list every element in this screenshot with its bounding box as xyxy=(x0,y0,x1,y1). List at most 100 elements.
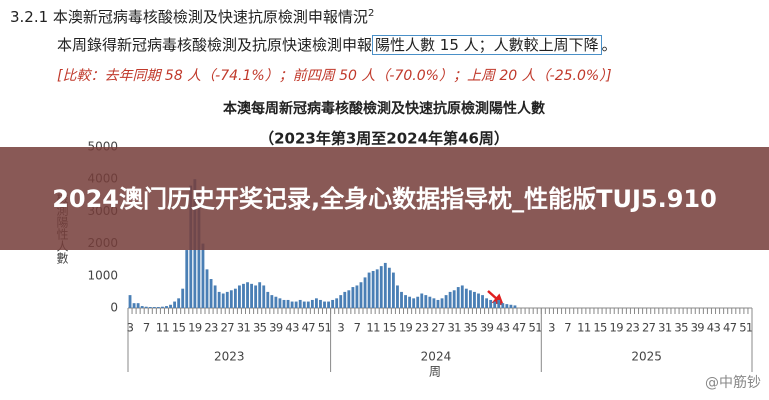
bar xyxy=(152,307,156,308)
bar xyxy=(144,306,148,308)
bar xyxy=(473,291,476,308)
x-tick-label: 39 xyxy=(691,321,705,335)
bar xyxy=(225,291,229,308)
bar xyxy=(327,301,330,308)
bar xyxy=(347,290,351,308)
bar xyxy=(456,287,460,308)
x-tick-label: 27 xyxy=(431,321,445,335)
x-group-label: 2025 xyxy=(631,350,662,364)
bar xyxy=(331,299,335,308)
bar xyxy=(367,272,371,308)
x-tick-label: 3 xyxy=(548,321,555,335)
x-tick-label: 7 xyxy=(564,321,571,335)
bar xyxy=(161,306,164,308)
bar xyxy=(221,293,225,308)
bar xyxy=(262,285,266,308)
bar xyxy=(306,301,310,308)
bar xyxy=(428,296,432,308)
x-axis-label: 周 xyxy=(429,365,441,379)
bar xyxy=(481,295,484,308)
y-tick-label: 1000 xyxy=(87,268,118,282)
bar xyxy=(254,285,258,308)
summary-highlight: 陽性人數 15 人；人數較上周下降 xyxy=(372,35,602,55)
bar xyxy=(294,301,298,308)
bar xyxy=(505,304,509,308)
bar xyxy=(246,282,249,308)
bar xyxy=(274,296,278,308)
x-tick-label: 47 xyxy=(723,321,737,335)
bar xyxy=(513,305,517,308)
bar xyxy=(371,270,375,308)
bar xyxy=(408,296,412,308)
bar xyxy=(169,304,172,308)
chart-title: 本澳每周新冠病毒核酸檢測及快速抗原檢測陽性人數 xyxy=(223,100,545,117)
bar xyxy=(509,304,513,308)
bar xyxy=(323,301,326,308)
x-tick-label: 7 xyxy=(143,321,150,335)
bar xyxy=(387,267,391,308)
x-tick-label: 23 xyxy=(204,321,218,335)
bar xyxy=(209,279,213,308)
bar xyxy=(460,285,464,308)
y-tick-label: 0 xyxy=(110,301,118,315)
bar xyxy=(391,272,395,308)
bar xyxy=(238,285,241,308)
bar xyxy=(217,291,221,308)
x-tick-label: 15 xyxy=(172,321,186,335)
x-tick-label: 31 xyxy=(447,321,461,335)
x-tick-label: 39 xyxy=(269,321,283,335)
bar xyxy=(165,306,168,308)
x-tick-label: 43 xyxy=(707,321,721,335)
bar xyxy=(278,298,282,308)
bar xyxy=(477,293,480,308)
bar xyxy=(452,290,456,308)
x-tick-label: 15 xyxy=(383,321,397,335)
bar xyxy=(314,298,318,308)
bar xyxy=(233,288,237,308)
x-tick-label: 3 xyxy=(127,321,134,335)
bar xyxy=(436,299,440,308)
bar xyxy=(383,262,387,308)
bar xyxy=(266,291,270,308)
bar xyxy=(229,290,233,308)
x-tick-label: 35 xyxy=(253,321,267,335)
section-heading: 3.2.1 本澳新冠病毒核酸檢測及快速抗原檢測申報情況2 xyxy=(10,6,374,27)
x-tick-label: 23 xyxy=(626,321,640,335)
bar xyxy=(201,243,205,308)
x-tick-label: 43 xyxy=(496,321,510,335)
x-tick-label: 31 xyxy=(237,321,251,335)
x-tick-label: 27 xyxy=(642,321,656,335)
banner: 2024澳门历史开奖记录,全身心数据指导枕_性能版TUJ5.910 xyxy=(0,147,769,250)
x-tick-label: 27 xyxy=(221,321,235,335)
bar xyxy=(290,301,294,308)
bar xyxy=(298,299,302,308)
bar xyxy=(400,291,403,308)
bar xyxy=(242,283,245,308)
chart-subtitle: （2023年第3周至2024年第46周） xyxy=(259,130,509,148)
bar xyxy=(148,307,152,308)
bar xyxy=(396,285,399,308)
x-tick-label: 23 xyxy=(415,321,429,335)
bar xyxy=(379,266,383,308)
bar xyxy=(205,269,209,308)
bar xyxy=(416,296,420,308)
summary-end: 。 xyxy=(601,36,617,54)
bar xyxy=(270,295,274,308)
bar xyxy=(197,192,201,308)
bar xyxy=(250,283,254,308)
bar xyxy=(489,299,493,308)
bar xyxy=(258,282,262,308)
x-tick-label: 47 xyxy=(512,321,526,335)
bar xyxy=(128,295,132,308)
bar xyxy=(343,291,347,308)
bar xyxy=(132,303,136,308)
heading-text: 3.2.1 本澳新冠病毒核酸檢測及快速抗原檢測申報情況 xyxy=(10,8,368,26)
bar xyxy=(339,295,343,308)
bar xyxy=(173,301,177,308)
bar xyxy=(497,299,501,308)
x-tick-label: 7 xyxy=(354,321,361,335)
bar xyxy=(302,301,306,308)
footnote-mark: 2 xyxy=(367,8,375,19)
bar xyxy=(501,303,505,308)
